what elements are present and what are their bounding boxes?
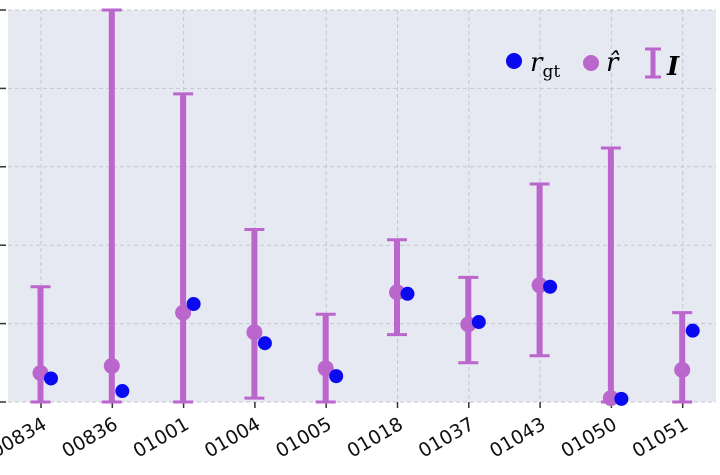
x-tick-label: 00834 (0, 413, 50, 462)
x-tick-label: 00836 (58, 413, 121, 462)
point-rgt-01005 (329, 369, 344, 384)
interval-01043 (529, 182, 550, 358)
legend-rgt-marker (506, 53, 522, 69)
x-tick-label: 01043 (486, 413, 549, 462)
legend-rhat-marker (583, 55, 599, 71)
point-series (32, 277, 700, 407)
legend-interval-label: I (666, 52, 680, 82)
legend: rgt r̂ I (506, 47, 680, 82)
interval-00834 (30, 285, 51, 404)
point-rhat-01004 (246, 324, 263, 341)
interval-01051 (672, 311, 693, 404)
x-tick-label: 01001 (130, 413, 193, 462)
point-rgt-01051 (685, 323, 700, 338)
interval-series (30, 8, 693, 404)
x-tick-label: 01037 (415, 413, 478, 462)
x-tick-label: 01051 (629, 413, 692, 462)
point-rgt-01018 (400, 286, 415, 301)
legend-interval-marker (645, 47, 661, 79)
interval-01005 (315, 312, 336, 404)
x-tick-label: 01004 (201, 413, 264, 462)
point-rhat-01050 (602, 390, 619, 407)
x-axis-ticks (40, 402, 684, 408)
x-tick-label: 01018 (343, 413, 406, 462)
plot-background (8, 10, 716, 402)
x-tick-label: 01005 (272, 413, 335, 462)
point-rgt-01004 (257, 336, 272, 351)
point-rgt-01043 (543, 279, 558, 294)
point-rhat-01005 (317, 360, 334, 377)
point-rgt-00834 (44, 371, 58, 386)
point-rhat-01001 (175, 304, 192, 321)
point-rgt-00836 (115, 384, 130, 399)
point-rhat-01051 (674, 361, 691, 378)
point-rgt-01050 (614, 391, 629, 406)
x-tick-labels: 00834 00836 01001 01004 01005 01018 01037 01043… (0, 413, 692, 462)
interval-01004 (244, 228, 265, 400)
legend-rgt-label: rgt (530, 48, 560, 82)
interval-01001 (173, 92, 194, 404)
point-rgt-01001 (186, 297, 201, 311)
y-axis-ticks (0, 9, 6, 403)
point-rgt-01037 (471, 315, 486, 330)
x-tick-label: 01050 (557, 413, 620, 462)
interval-00836 (101, 8, 122, 404)
legend-rhat-label: r̂ (606, 48, 620, 78)
point-rhat-00836 (103, 357, 120, 374)
